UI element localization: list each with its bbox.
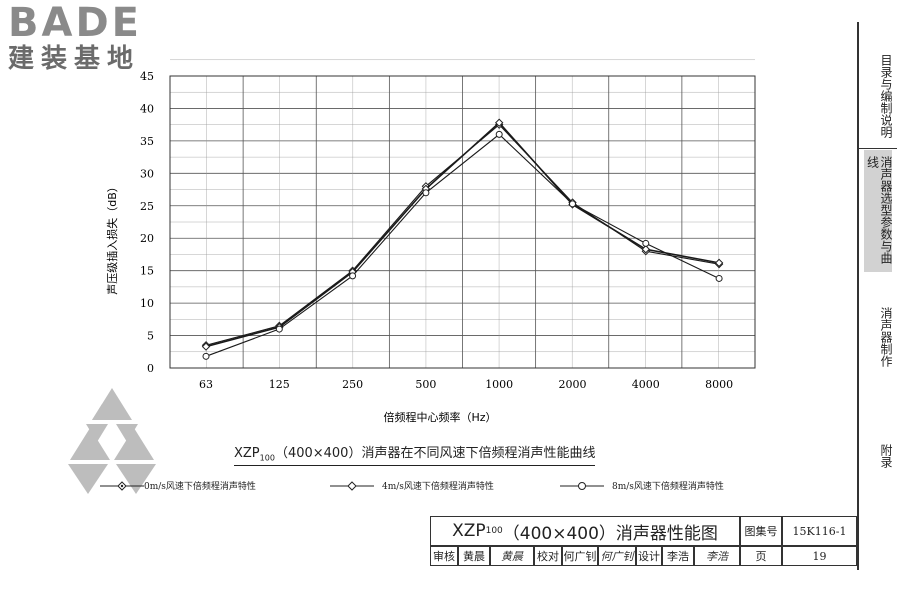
- check-label: 校对: [534, 546, 562, 566]
- drawing-title-main: XZP: [452, 521, 486, 541]
- frame-sidebar-divider: [857, 148, 897, 149]
- series-line-1: [205, 121, 720, 348]
- legend-marker-circle-icon: [560, 482, 604, 490]
- y-tick-label: 10: [140, 297, 154, 310]
- y-tick-label: 35: [140, 135, 154, 148]
- sidebar-item-fabrication[interactable]: 消声器制作: [864, 292, 893, 382]
- series-point-1: [201, 342, 211, 351]
- sidebar-item-label: 消声器制作: [879, 307, 893, 367]
- logo-brand-text: BADE: [8, 0, 142, 46]
- series-line-2: [205, 133, 720, 357]
- y-tick-label: 45: [140, 70, 154, 83]
- brand-logo: BADE 建装基地: [8, 2, 178, 74]
- series-point-1: [714, 258, 724, 268]
- plot-area-border: [169, 75, 756, 369]
- legend-item-4ms: 4m/s风速下倍频程消声特性: [330, 478, 530, 494]
- x-tick-label: 63: [199, 378, 213, 391]
- x-tick-label: 4000: [632, 378, 660, 391]
- sidebar-item-selection-curves[interactable]: 消声器选型参数与曲线: [864, 150, 894, 272]
- x-axis-label: 倍频程中心频率（Hz）: [383, 410, 496, 424]
- legend-item-0ms: 0m/s风速下倍频程消声特性: [100, 478, 300, 494]
- drawing-title: XZP 100 （400×400）消声器性能图: [430, 516, 740, 546]
- review-signature: 黄晨: [490, 546, 534, 566]
- legend-marker-diamond-icon: [100, 481, 144, 491]
- series-point-2: [349, 272, 357, 280]
- sidebar-item-label: 附录: [879, 444, 893, 468]
- page-value: 19: [782, 546, 857, 566]
- y-tick-label: 40: [140, 102, 154, 115]
- page-label: 页: [740, 546, 782, 566]
- y-tick-label: 5: [147, 330, 154, 343]
- chart-title-rest: （400×400）消声器在不同风速下倍频程消声性能曲线: [274, 446, 596, 461]
- design-signature: 李浩: [694, 546, 740, 566]
- check-signature: 何广钊: [598, 546, 636, 566]
- x-tick-label: 2000: [559, 378, 587, 391]
- sidebar-item-appendix[interactable]: 附录: [864, 436, 893, 476]
- y-tick-label: 15: [140, 265, 154, 278]
- legend-marker-diamond-icon: [330, 481, 374, 491]
- sidebar-item-label: 消声器选型参数与曲线: [865, 156, 894, 264]
- chart-title-sub: 100: [259, 453, 275, 463]
- review-label: 审核: [430, 546, 458, 566]
- chart-series: [201, 118, 724, 360]
- series-point-2: [569, 200, 576, 208]
- x-tick-label: 250: [342, 378, 363, 391]
- legend-label: 0m/s风速下倍频程消声特性: [144, 482, 256, 492]
- y-tick-label: 30: [140, 167, 154, 180]
- series-point-2: [495, 130, 503, 138]
- drawing-title-sub: 100: [485, 526, 503, 536]
- logo-subtitle: 建装基地: [8, 44, 141, 74]
- series-point-2: [422, 189, 430, 197]
- frame-right-border: [857, 22, 859, 570]
- atlas-number-value: 15K116-1: [782, 516, 857, 546]
- legend-item-8ms: 8m/s风速下倍频程消声特性: [560, 478, 760, 494]
- check-name: 何广钊: [562, 546, 598, 566]
- y-tick-label: 20: [140, 232, 154, 245]
- series-point-2: [642, 239, 650, 247]
- insertion-loss-chart: 0 5 10 15 20 25 30 35 40 45 63 125 250 500 1000 2000 40…: [105, 59, 756, 424]
- y-axis-ticks: 0 5 10 15 20 25 30 35 40 45: [140, 70, 154, 375]
- sidebar-item-label: 目录与编制说明: [879, 54, 893, 138]
- x-axis-ticks: 63 125 250 500 1000 2000 4000 8000: [199, 378, 733, 391]
- x-tick-label: 500: [415, 378, 436, 391]
- design-label: 设计: [636, 546, 662, 566]
- chart-grid: [169, 59, 756, 369]
- series-point-1: [494, 118, 504, 127]
- triangle-emblem-icon: [68, 388, 156, 494]
- y-tick-label: 0: [147, 362, 154, 375]
- chart-title-main: XZP: [234, 446, 260, 461]
- drawing-title-rest: （400×400）消声器性能图: [502, 523, 718, 544]
- x-tick-label: 125: [269, 378, 290, 391]
- sidebar-item-contents[interactable]: 目录与编制说明: [864, 48, 893, 144]
- series-point-1: [641, 245, 651, 254]
- review-name: 黄晨: [458, 546, 490, 566]
- x-tick-label: 1000: [485, 378, 513, 391]
- atlas-number-label: 图集号: [740, 516, 782, 546]
- y-axis-label: 声压级插入损失（dB）: [105, 181, 119, 295]
- chart-title: XZP100（400×400）消声器在不同风速下倍频程消声性能曲线: [234, 442, 596, 466]
- x-tick-label: 8000: [705, 378, 733, 391]
- series-point-2: [275, 325, 283, 333]
- design-name: 李浩: [662, 546, 694, 566]
- series-point-2: [715, 274, 723, 282]
- legend-label: 4m/s风速下倍频程消声特性: [382, 482, 494, 492]
- y-tick-label: 25: [140, 200, 154, 213]
- legend-label: 8m/s风速下倍频程消声特性: [612, 482, 724, 492]
- series-point-2: [202, 352, 210, 360]
